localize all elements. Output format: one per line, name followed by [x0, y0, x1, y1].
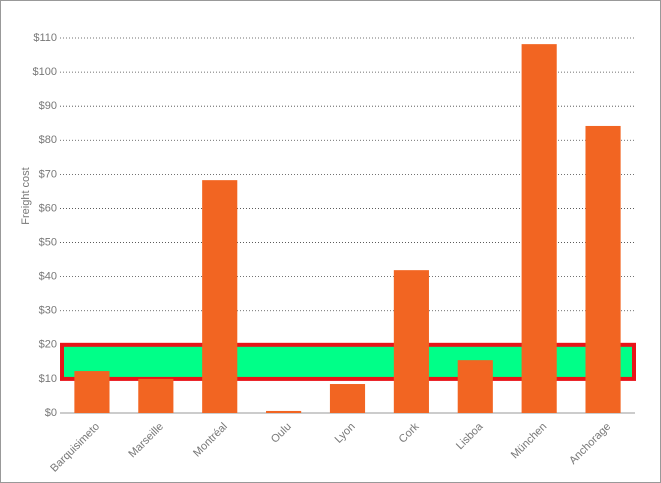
- y-tick-label: $20: [39, 339, 57, 351]
- y-tick-label: $50: [39, 236, 57, 248]
- bar: [329, 384, 366, 413]
- bar: [202, 180, 238, 413]
- y-tick-label: $40: [39, 271, 57, 283]
- y-tick-label: $60: [39, 202, 57, 214]
- y-tick-label: $0: [45, 407, 57, 419]
- y-tick-label: $100: [33, 66, 57, 78]
- y-axis-label: Freight cost: [20, 167, 32, 224]
- y-tick-label: $30: [39, 305, 57, 317]
- bar: [457, 360, 493, 413]
- bar: [138, 378, 174, 413]
- bar: [393, 270, 429, 413]
- y-tick-label: $110: [33, 32, 57, 44]
- bar: [585, 125, 621, 414]
- y-tick-label: $10: [39, 373, 57, 385]
- bar: [521, 44, 557, 414]
- y-tick-label: $90: [39, 100, 57, 112]
- bar: [74, 371, 110, 413]
- y-tick-label: $80: [39, 134, 57, 146]
- y-tick-label: $70: [39, 168, 57, 180]
- bar: [266, 410, 302, 413]
